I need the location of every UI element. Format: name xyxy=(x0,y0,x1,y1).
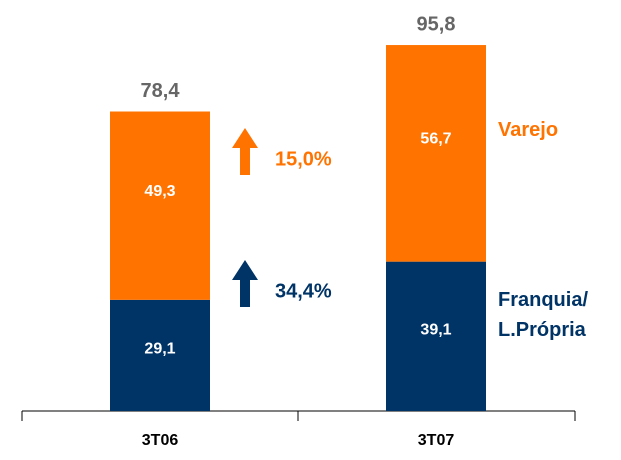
annotation: 34,4% xyxy=(275,280,332,302)
bar-segment xyxy=(386,261,486,411)
bar-segment xyxy=(110,111,210,300)
bar-segment xyxy=(110,299,210,411)
bar-segment xyxy=(386,45,486,262)
total-label: 95,8 xyxy=(417,13,456,35)
total-label: 78,4 xyxy=(141,80,181,102)
annotation: 15,0% xyxy=(275,148,332,170)
value-label: 29,1 xyxy=(144,341,175,358)
x-tick-label: 3T07 xyxy=(418,432,455,449)
up-arrow xyxy=(232,260,258,307)
value-label: 39,1 xyxy=(420,322,451,339)
up-arrow xyxy=(232,128,258,175)
value-label: 56,7 xyxy=(420,131,451,148)
value-label: 49,3 xyxy=(144,183,175,200)
legend-label: Varejo xyxy=(498,119,559,141)
x-tick-label: 3T06 xyxy=(142,432,179,449)
legend-label: Franquia/ L.Própria xyxy=(498,289,589,341)
